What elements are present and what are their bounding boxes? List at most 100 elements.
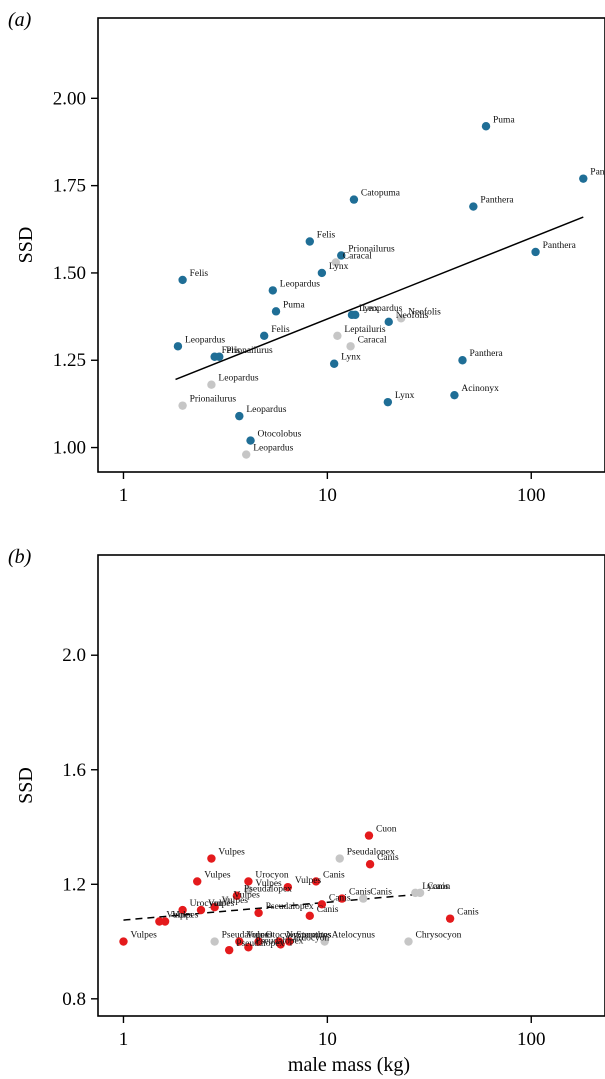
panel-label: (b): [8, 546, 32, 568]
fit-line: [123, 893, 419, 921]
data-point: [481, 122, 491, 131]
point-label: Urocyon: [255, 870, 288, 880]
point-label: Canis: [317, 905, 339, 915]
data-point: [178, 905, 187, 915]
point-label: Vulpes: [295, 876, 322, 886]
y-tick-label: 1.00: [53, 438, 86, 459]
data-point: [337, 251, 346, 260]
data-point: [364, 831, 374, 840]
point-label: Leopardus: [218, 374, 258, 384]
point-label: Pseudalopex: [244, 885, 292, 895]
data-point: [119, 937, 128, 946]
point-label: Prionailurus: [226, 346, 273, 356]
point-label: Chrysocyon: [415, 931, 461, 941]
y-axis-title: SSD: [15, 767, 37, 804]
data-point: [224, 945, 234, 955]
data-point: [347, 310, 357, 320]
point-label: Lynx: [329, 262, 349, 272]
data-point: [469, 202, 478, 211]
data-point: [210, 902, 219, 912]
data-point: [396, 314, 406, 323]
x-tick-label: 100: [517, 485, 546, 506]
plot-frame: [97, 554, 605, 1017]
data-point: [383, 397, 393, 407]
data-point: [404, 937, 413, 946]
data-point: [359, 894, 368, 903]
data-point: [285, 937, 294, 946]
point-label: Prionailurus: [348, 244, 395, 254]
data-point: [271, 307, 281, 316]
data-point: [242, 450, 251, 459]
point-label: Pseudalopex: [222, 931, 270, 941]
data-point: [337, 894, 347, 903]
data-point: [365, 860, 375, 869]
fit-line: [175, 216, 584, 381]
data-point: [235, 937, 244, 946]
data-point: [415, 888, 425, 898]
point-label: Otocolobus: [258, 430, 302, 440]
data-point: [445, 914, 455, 923]
data-point: [173, 342, 183, 351]
point-label: Speothos: [296, 931, 331, 941]
point-label: Felis: [190, 269, 209, 279]
data-point: [331, 258, 341, 267]
point-label: Nyctereutes: [286, 931, 332, 941]
point-label: Leopardus: [185, 335, 225, 345]
point-label: Pseudalopex: [236, 939, 284, 949]
data-point: [305, 911, 314, 920]
data-point: [160, 917, 170, 926]
point-label: Felis: [222, 346, 241, 356]
point-label: Canis: [457, 908, 479, 918]
data-point: [259, 331, 269, 340]
point-label: Vulpes: [166, 911, 193, 921]
y-axis-title: SSD: [15, 227, 37, 264]
data-point: [333, 331, 342, 340]
data-point: [244, 943, 253, 952]
data-point: [317, 268, 327, 278]
data-point: [207, 854, 216, 863]
plot-frame: [97, 17, 605, 473]
point-label: Otocyon: [266, 931, 299, 941]
point-label: Vulpes: [130, 931, 157, 941]
data-point: [246, 436, 255, 445]
data-point: [329, 359, 339, 368]
data-point: [305, 237, 314, 246]
point-label: Leopardus: [362, 304, 402, 314]
point-label: Pseudalopex: [347, 848, 395, 858]
data-point: [579, 174, 588, 183]
panel-label: (a): [8, 9, 32, 31]
point-label: Vulpes: [208, 899, 235, 909]
x-axis-title: male mass (kg): [288, 1054, 410, 1076]
point-label: Cerdocyon: [288, 933, 330, 943]
data-point: [244, 877, 253, 886]
point-label: Leopardus: [280, 279, 320, 289]
x-tick-label: 10: [318, 485, 337, 506]
data-point: [222, 897, 231, 906]
point-label: Canis: [427, 882, 449, 892]
point-label: Puma: [283, 300, 305, 310]
y-tick-label: 1.50: [53, 263, 86, 284]
point-label: Vulpes: [233, 890, 260, 900]
point-label: Canis: [370, 888, 392, 898]
point-label: Pseudalopex: [266, 902, 314, 912]
y-tick-label: 1.2: [62, 874, 86, 895]
panel-a: (a) SSD 1.00 1.25 1.50 1.75 2.00 1 10 100 Puma Pant…: [8, 9, 605, 506]
point-label: Vulpes: [204, 870, 231, 880]
point-label: Canis: [329, 893, 351, 903]
point-label: Neofolis: [408, 306, 441, 317]
data-point: [349, 195, 359, 204]
data-point: [311, 877, 321, 886]
point-label: Caracal: [343, 251, 372, 261]
point-label: Catopuma: [361, 189, 401, 199]
point-label: Vulpes: [246, 931, 273, 941]
panel-b: (b) SSD male mass (kg) 0.8 1.2 1.6 2.0 1 10 100 Cu…: [8, 546, 605, 1076]
data-point: [254, 908, 263, 918]
point-label: Leopardus: [253, 444, 293, 454]
data-point: [210, 937, 219, 946]
point-label: Vulpes: [222, 896, 249, 906]
point-label: Panthera: [590, 168, 605, 178]
x-tick-label: 10: [318, 1029, 337, 1050]
point-label: Lynx: [395, 391, 415, 401]
y-tick-label: 1.75: [53, 176, 86, 197]
y-tick-label: 1.25: [53, 350, 86, 371]
